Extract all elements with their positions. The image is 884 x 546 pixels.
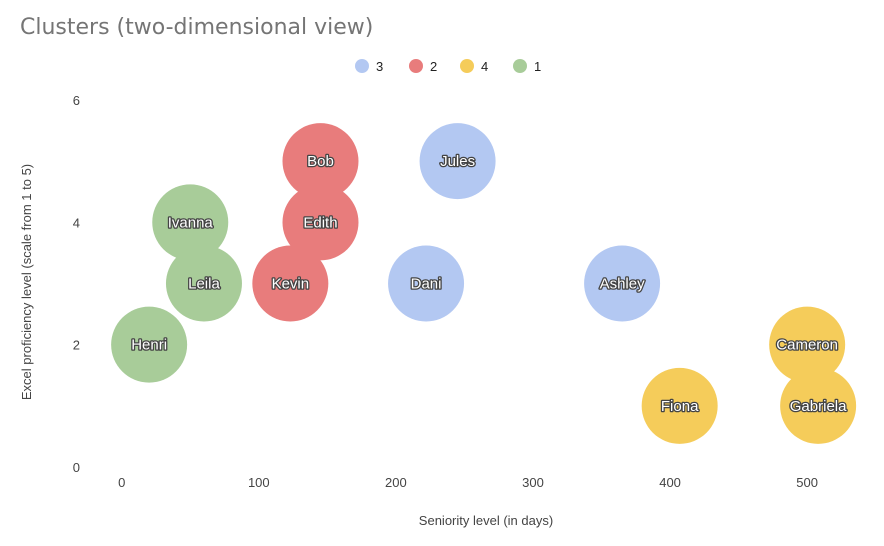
x-tick-400: 400 [659,475,681,490]
y-axis-ticks: 0 2 4 6 [73,93,80,475]
legend-label-4[interactable]: 4 [481,59,488,74]
x-axis-ticks: 0 100 200 300 400 500 [118,475,818,490]
x-axis-label: Seniority level (in days) [419,513,553,528]
x-tick-100: 100 [248,475,270,490]
legend-label-1[interactable]: 1 [534,59,541,74]
bubble-leila[interactable] [165,245,242,322]
x-tick-0: 0 [118,475,125,490]
bubble-ivanna[interactable] [152,184,229,261]
bubble-bob[interactable] [282,123,359,200]
legend-marker-4[interactable] [460,59,474,73]
bubble-jules[interactable] [419,123,496,200]
x-tick-200: 200 [385,475,407,490]
y-axis-label: Excel proficiency level (scale from 1 to… [19,164,34,400]
legend-label-3[interactable]: 3 [376,59,383,74]
bubble-label-ivanna: Ivanna [168,214,214,231]
bubble-label-leila: Leila [188,276,220,293]
y-tick-6: 6 [73,93,80,108]
bubble-label-jules: Jules [440,153,475,170]
y-tick-0: 0 [73,460,80,475]
legend: 3 2 4 1 [355,59,541,74]
bubbles: Jules Dani Ashley Bob Edith Kevin Cameron Fiona… [111,123,857,444]
legend-marker-2[interactable] [409,59,423,73]
bubble-label-kevin: Kevin [272,276,310,293]
bubble-ashley[interactable] [584,245,661,322]
legend-label-2[interactable]: 2 [430,59,437,74]
bubble-dani[interactable] [388,245,465,322]
bubble-fiona[interactable] [641,367,718,444]
bubble-label-ashley: Ashley [600,276,646,293]
chart-title: Clusters (two-dimensional view) [20,15,373,40]
x-tick-500: 500 [796,475,818,490]
bubble-cameron[interactable] [769,306,846,383]
bubble-gabriela[interactable] [780,367,857,444]
bubble-label-gabriela: Gabriela [790,398,847,415]
bubble-label-bob: Bob [307,153,334,170]
bubble-label-cameron: Cameron [776,337,838,354]
bubble-label-fiona: Fiona [661,398,699,415]
x-tick-300: 300 [522,475,544,490]
y-tick-2: 2 [73,338,80,353]
bubble-kevin[interactable] [252,245,329,322]
bubble-henri[interactable] [111,306,188,383]
y-tick-4: 4 [73,215,80,230]
bubble-label-dani: Dani [411,276,442,293]
legend-marker-1[interactable] [513,59,527,73]
legend-marker-3[interactable] [355,59,369,73]
bubble-label-edith: Edith [303,214,337,231]
bubble-label-henri: Henri [131,337,167,354]
bubble-edith[interactable] [282,184,359,261]
